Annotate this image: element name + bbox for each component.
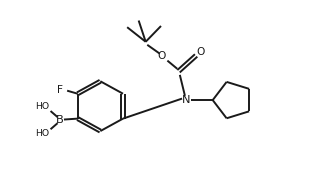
- Text: B: B: [56, 115, 64, 125]
- Text: O: O: [196, 47, 205, 57]
- Text: F: F: [57, 85, 63, 95]
- Text: N: N: [182, 95, 191, 105]
- Text: HO: HO: [35, 129, 49, 138]
- Text: HO: HO: [35, 102, 49, 111]
- Text: O: O: [157, 51, 166, 61]
